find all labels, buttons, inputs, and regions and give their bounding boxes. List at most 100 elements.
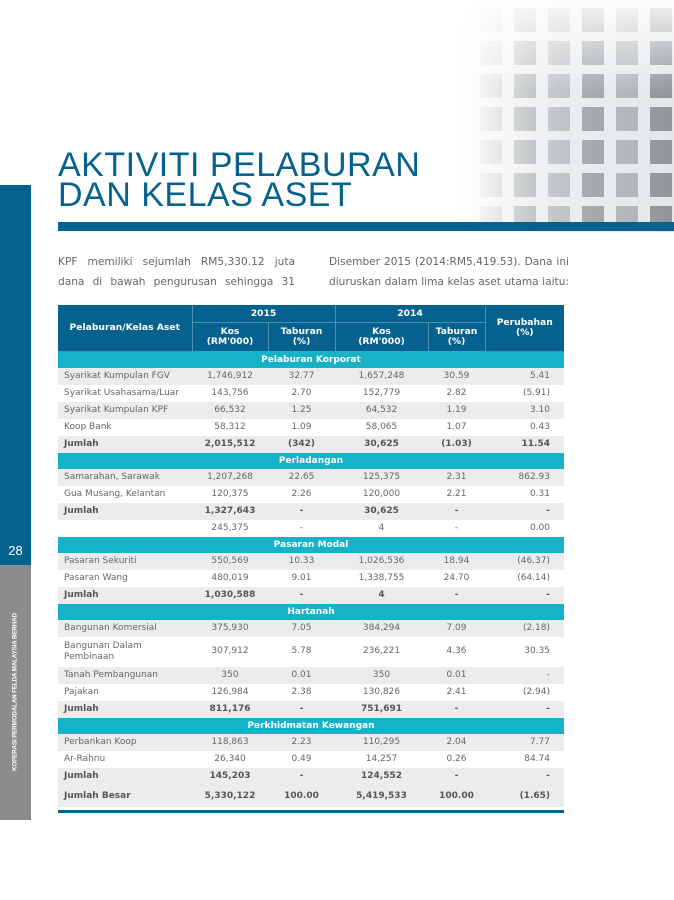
asset-name: Perbankan Koop	[58, 733, 192, 751]
change-percent: -	[485, 700, 564, 718]
cost-2015: 143,756	[211, 388, 249, 398]
cost-2014: 751,691	[335, 700, 428, 718]
share-2015: -	[299, 523, 304, 533]
change-percent: (46.37)	[485, 552, 564, 570]
cost-2015: 1,746,912	[192, 367, 268, 385]
asset-name: Jumlah	[58, 586, 192, 604]
cost-2014: 110,295	[335, 733, 428, 751]
share-2015: 0.01	[268, 666, 335, 684]
cost-2015: 245,375	[211, 523, 249, 533]
cost-2015: 307,912	[211, 646, 249, 656]
table-row: Perbankan Koop 118,863 2.23 110,295 2.04 7.77	[58, 733, 564, 751]
table-row: Pasaran Sekuriti 550,569 10.33 1,026,536 18.…	[58, 552, 564, 570]
change-percent: 84.74	[524, 754, 550, 764]
share-2014: 7.09	[428, 619, 485, 637]
share-2015: -	[268, 700, 335, 718]
asset-name: Pasaran Sekuriti	[58, 552, 192, 570]
share-2014: 18.94	[428, 552, 485, 570]
cost-2015: 1,327,643	[192, 502, 268, 520]
change-percent: 0.31	[529, 489, 550, 499]
page-title: AKTIVITI PELABURAN DAN KELAS ASET	[58, 146, 421, 214]
table-row: Syarikat Kumpulan FGV 1,746,912 32.77 1,657…	[58, 367, 564, 385]
header-change: Perubahan (%)	[484, 305, 564, 352]
change-percent: 11.54	[485, 435, 564, 453]
asset-name: Pasaran Wang	[64, 573, 128, 583]
share-2014: (1.03)	[428, 435, 485, 453]
share-2015: -	[268, 767, 335, 785]
change-percent: 0.00	[529, 523, 550, 533]
share-2015: -	[268, 502, 335, 520]
share-2014: 100.00	[428, 784, 485, 807]
share-2015: 5.78	[291, 646, 312, 656]
total-row: Jumlah 145,203-124,552- -	[58, 767, 564, 785]
change-percent: -	[485, 767, 564, 785]
table-row: Ar-Rahnu 26,340 0.49 14,257 0.26 84.74	[58, 751, 564, 768]
section-header-row: Perladangan	[58, 452, 564, 469]
cost-2014: 125,375	[335, 468, 428, 486]
building-photo	[460, 0, 674, 232]
asset-name: Tanah Pembangunan	[58, 666, 192, 684]
cost-2014: 384,294	[335, 619, 428, 637]
cost-2015: 118,863	[192, 733, 268, 751]
share-2014: 1.07	[446, 422, 467, 432]
share-2014: 24.70	[443, 573, 470, 583]
cost-2014: 64,532	[335, 401, 428, 419]
header-taburan-2015: Taburan (%)	[267, 322, 335, 351]
total-row: Jumlah 1,030,588-4- -	[58, 586, 564, 604]
section-title: Perladangan	[58, 452, 564, 469]
asset-name: Bangunan Komersial	[58, 619, 192, 637]
side-strip	[0, 565, 31, 820]
title-line-2: DAN KELAS ASET	[58, 176, 353, 214]
change-percent: (2.94)	[522, 687, 550, 697]
change-percent: -	[485, 586, 564, 604]
asset-name: Jumlah Besar	[58, 784, 192, 807]
total-row: Jumlah 1,327,643-30,625- -	[58, 502, 564, 520]
asset-name: Koop Bank	[64, 422, 112, 432]
cost-2014: 120,000	[362, 489, 401, 499]
table-row: Pasaran Wang 480,019 9.01 1,338,755 24.70 (64…	[58, 570, 564, 587]
total-row: Jumlah 2,015,512 (342) 30,625 (1.03) 11.54	[58, 435, 564, 453]
title-line-1: AKTIVITI PELABURAN	[58, 146, 421, 184]
table-row: Pajakan 126,984 2.38 130,826 2.41 (2.94)	[58, 684, 564, 701]
grand-total-row: Jumlah Besar 5,330,122 100.00 5,419,533 100.…	[58, 784, 564, 807]
asset-name: Ar-Rahnu	[64, 754, 106, 764]
cost-2014: 1,657,248	[335, 367, 428, 385]
table-row: Koop Bank 58,312 1.09 58,065 1.07 0.43	[58, 419, 564, 436]
share-2014: 1.19	[428, 401, 485, 419]
change-percent: 862.93	[485, 468, 564, 486]
cost-2015: 5,330,122	[192, 784, 268, 807]
cost-2015: 1,207,268	[192, 468, 268, 486]
side-tab	[0, 185, 31, 565]
section-title: Hartanah	[58, 603, 564, 620]
share-2015: 9.01	[291, 573, 312, 583]
cost-2014: 30,625	[335, 435, 428, 453]
table-row: 245,375 - 4 - 0.00	[58, 520, 564, 537]
cost-2014: 58,065	[365, 422, 398, 432]
share-2015: -	[268, 586, 335, 604]
asset-name: Gua Musang, Kelantan	[64, 489, 166, 499]
share-2015: 7.05	[268, 619, 335, 637]
share-2015: 10.33	[268, 552, 335, 570]
change-percent: (1.65)	[485, 784, 564, 807]
change-percent: 7.77	[485, 733, 564, 751]
section-header-row: Pelaburan Korporat	[58, 351, 564, 368]
asset-name: Syarikat Kumpulan KPF	[58, 401, 192, 419]
cost-2014: 124,552	[335, 767, 428, 785]
change-percent: 5.41	[485, 367, 564, 385]
share-2014: 2.04	[428, 733, 485, 751]
change-percent: 0.43	[529, 422, 550, 432]
share-2015: 1.25	[268, 401, 335, 419]
asset-name: Samarahan, Sarawak	[58, 468, 192, 486]
header-2015: 2015	[191, 305, 335, 323]
share-2014: 2.41	[446, 687, 467, 697]
share-2014: -	[428, 586, 485, 604]
table-row: Samarahan, Sarawak 1,207,268 22.65 125,375 2…	[58, 468, 564, 486]
cost-2015: 375,930	[192, 619, 268, 637]
share-2014: -	[428, 767, 485, 785]
change-percent: -	[485, 502, 564, 520]
asset-name: Jumlah	[58, 767, 192, 785]
header-taburan-2014: Taburan (%)	[427, 322, 485, 351]
share-2015: 1.09	[291, 422, 312, 432]
change-percent: 30.35	[524, 646, 550, 656]
share-2014: -	[428, 502, 485, 520]
